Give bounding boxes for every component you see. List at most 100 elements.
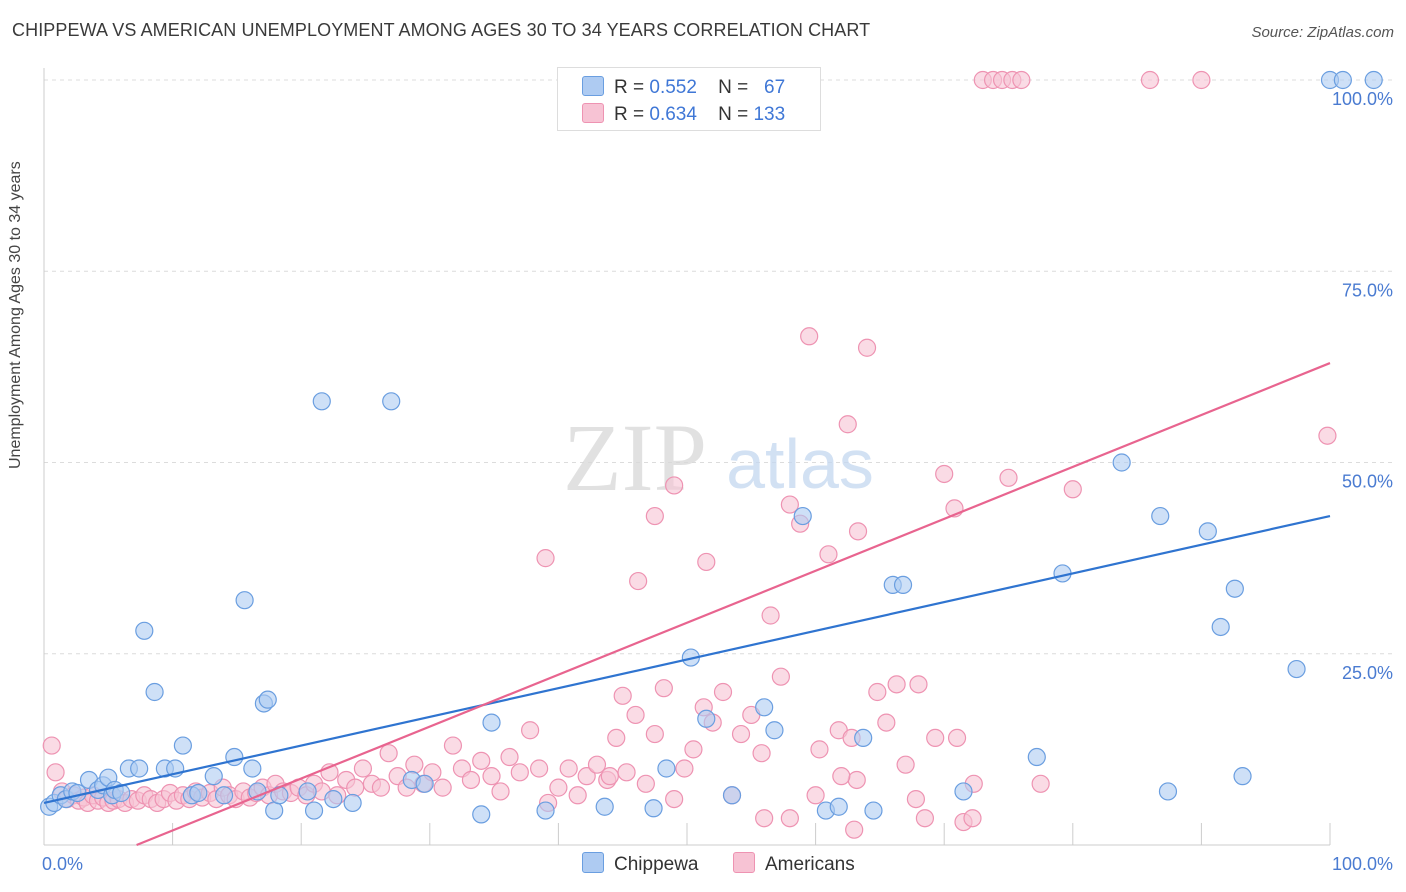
- chippewa-point: [304, 801, 324, 820]
- americans-point: [405, 755, 424, 774]
- chippewa-point: [189, 783, 208, 803]
- americans-trend-line: [136, 362, 1331, 847]
- chippewa-point: [1112, 453, 1131, 472]
- americans-point: [577, 767, 596, 786]
- trend-lines: [43, 362, 1331, 847]
- chart-title: CHIPPEWA VS AMERICAN UNEMPLOYMENT AMONG …: [12, 20, 871, 40]
- chippewa-swatch: [582, 852, 604, 873]
- americans-point: [755, 809, 774, 828]
- americans-point: [346, 778, 365, 797]
- americans-point: [568, 786, 587, 805]
- legend-row-chippewa: R = 0.552 N = 67: [582, 76, 785, 98]
- americans-point: [472, 751, 491, 770]
- americans-point: [838, 415, 857, 434]
- watermark: ZIP atlas: [563, 404, 874, 511]
- chippewa-point: [644, 799, 663, 818]
- americans-point: [491, 782, 510, 801]
- y-tick-label: 100.0%: [1332, 89, 1393, 109]
- americans-point: [935, 464, 954, 484]
- chippewa-r-value: 0.552: [649, 77, 697, 98]
- watermark-zip: ZIP: [563, 404, 707, 511]
- americans-point: [877, 713, 896, 732]
- chippewa-trend-line: [43, 514, 1331, 804]
- chippewa-point: [225, 747, 244, 767]
- americans-point: [617, 763, 636, 782]
- americans-point: [353, 759, 373, 778]
- chippewa-point: [324, 789, 343, 809]
- y-tick-label: 75.0%: [1342, 280, 1393, 300]
- chippewa-point: [722, 786, 742, 805]
- americans-point: [613, 686, 632, 705]
- chippewa-point: [258, 690, 277, 709]
- americans-point: [761, 606, 780, 625]
- tick-labels: 25.0% 50.0% 75.0% 100.0% 0.0% 100.0%: [42, 89, 1393, 874]
- americans-point: [587, 755, 607, 774]
- chippewa-point: [954, 782, 973, 801]
- chippewa-point: [382, 392, 401, 411]
- chippewa-point: [1198, 522, 1217, 541]
- americans-swatch: [582, 103, 604, 123]
- americans-r-value: 0.634: [649, 104, 697, 125]
- chippewa-point: [755, 698, 774, 717]
- americans-point: [771, 667, 790, 686]
- chippewa-point: [793, 506, 812, 526]
- y-axis-label: Unemployment Among Ages 30 to 34 years: [7, 161, 24, 469]
- americans-point: [731, 724, 751, 744]
- americans-point: [536, 549, 555, 568]
- chippewa-point: [1151, 506, 1170, 526]
- chippewa-point: [214, 786, 234, 805]
- chippewa-point: [1333, 70, 1352, 90]
- americans-point: [845, 820, 864, 839]
- legend-row-americans: R = 0.634 N = 133: [582, 103, 785, 125]
- americans-point: [887, 675, 906, 694]
- americans-point: [847, 770, 866, 790]
- chippewa-point: [893, 575, 913, 595]
- n-label: N =: [718, 104, 749, 125]
- americans-point: [780, 495, 799, 514]
- chippewa-point: [829, 797, 848, 816]
- chippewa-point: [1027, 747, 1046, 767]
- americans-point: [713, 682, 733, 702]
- chippewa-point: [112, 783, 131, 803]
- americans-point: [521, 721, 540, 740]
- americans-point: [1140, 70, 1160, 90]
- americans-point: [530, 759, 549, 778]
- chippewa-point: [204, 767, 223, 786]
- americans-point: [806, 786, 825, 805]
- r-label: R =: [614, 104, 645, 125]
- y-tick-label: 50.0%: [1342, 472, 1393, 492]
- chippewa-point: [697, 709, 716, 728]
- americans-point: [645, 506, 664, 526]
- americans-point: [963, 809, 982, 828]
- americans-point: [857, 338, 877, 357]
- chippewa-point: [145, 682, 164, 702]
- legend-label-chippewa: Chippewa: [614, 854, 699, 875]
- watermark-atlas: atlas: [726, 425, 874, 503]
- chippewa-point: [854, 728, 873, 748]
- americans-point: [433, 778, 452, 797]
- chippewa-point: [472, 805, 491, 824]
- americans-point: [1012, 70, 1031, 90]
- chippewa-point: [243, 759, 262, 778]
- americans-point: [482, 767, 501, 786]
- chippewa-point: [1211, 617, 1230, 637]
- americans-point: [848, 522, 868, 541]
- chippewa-point: [298, 782, 317, 801]
- series-legend: Chippewa Americans: [0, 852, 1406, 878]
- americans-swatch: [733, 852, 755, 873]
- americans-point: [800, 327, 819, 346]
- americans-point: [549, 778, 568, 797]
- chippewa-n-value: 67: [764, 77, 786, 98]
- chippewa-point: [173, 736, 192, 755]
- americans-point: [832, 767, 851, 786]
- x-tick-label: 100.0%: [1332, 854, 1393, 874]
- chippewa-point: [482, 713, 501, 732]
- americans-point: [999, 468, 1018, 487]
- chippewa-point: [312, 392, 331, 411]
- americans-point: [926, 728, 945, 748]
- x-tick-label: 0.0%: [42, 854, 83, 874]
- legend-item-americans: Americans: [733, 852, 855, 876]
- americans-point: [371, 778, 391, 797]
- y-tick-label: 25.0%: [1342, 663, 1393, 683]
